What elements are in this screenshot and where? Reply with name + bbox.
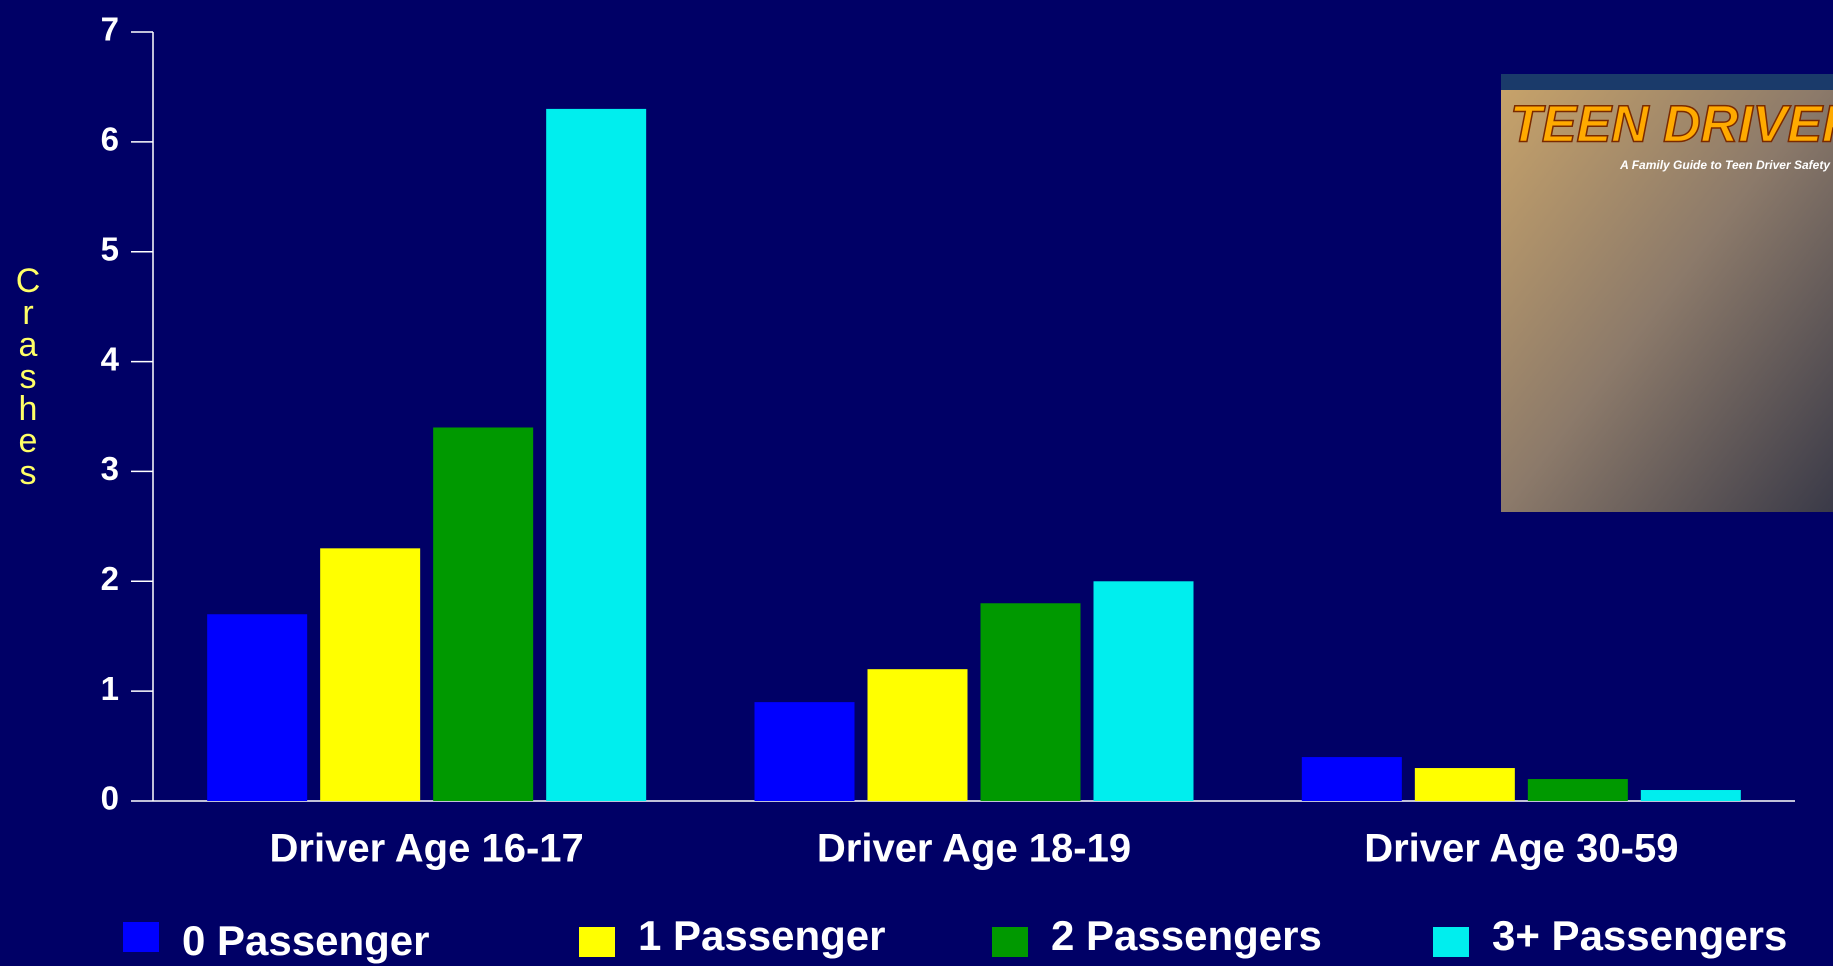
legend-swatch: [992, 927, 1028, 957]
bar: [1640, 790, 1741, 801]
bar: [1414, 768, 1515, 801]
inset-photo: [1501, 74, 1833, 512]
y-tick-label: 2: [101, 560, 119, 597]
bar: [1301, 757, 1402, 801]
y-tick-label: 6: [101, 121, 119, 158]
y-tick-label: 1: [101, 670, 119, 707]
bar: [754, 702, 855, 801]
y-axis-label: Crashes: [9, 262, 47, 486]
legend-label: 2 Passengers: [1051, 912, 1322, 959]
inset-title: TEEN DRIVER: [1510, 96, 1833, 154]
x-tick-label: Driver Age 16-17: [270, 827, 584, 871]
y-tick-label: 7: [101, 11, 119, 48]
y-tick-label: 3: [101, 450, 119, 487]
bar: [867, 669, 968, 801]
bar: [980, 603, 1081, 801]
bar: [207, 614, 308, 801]
bar: [1093, 581, 1194, 801]
legend-label: 3+ Passengers: [1492, 912, 1787, 959]
legend-label: 0 Passenger: [182, 917, 430, 964]
bar: [1527, 779, 1628, 801]
legend-label: 1 Passenger: [638, 912, 886, 959]
inset-image: TEEN DRIVER A Family Guide to Teen Drive…: [1501, 74, 1833, 512]
bar: [546, 108, 647, 801]
inset-banner: [1501, 74, 1833, 90]
x-tick-label: Driver Age 30-59: [1364, 827, 1678, 871]
bar: [320, 548, 421, 801]
legend-swatch: [1433, 927, 1469, 957]
y-tick-label: 5: [101, 230, 119, 267]
bar: [433, 427, 534, 801]
legend-swatch: [579, 927, 615, 957]
legend-swatch: [123, 922, 159, 952]
x-tick-label: Driver Age 18-19: [817, 827, 1131, 871]
y-tick-label: 0: [101, 780, 119, 817]
inset-subtitle: A Family Guide to Teen Driver Safety: [1619, 158, 1831, 172]
y-tick-label: 4: [101, 340, 120, 377]
